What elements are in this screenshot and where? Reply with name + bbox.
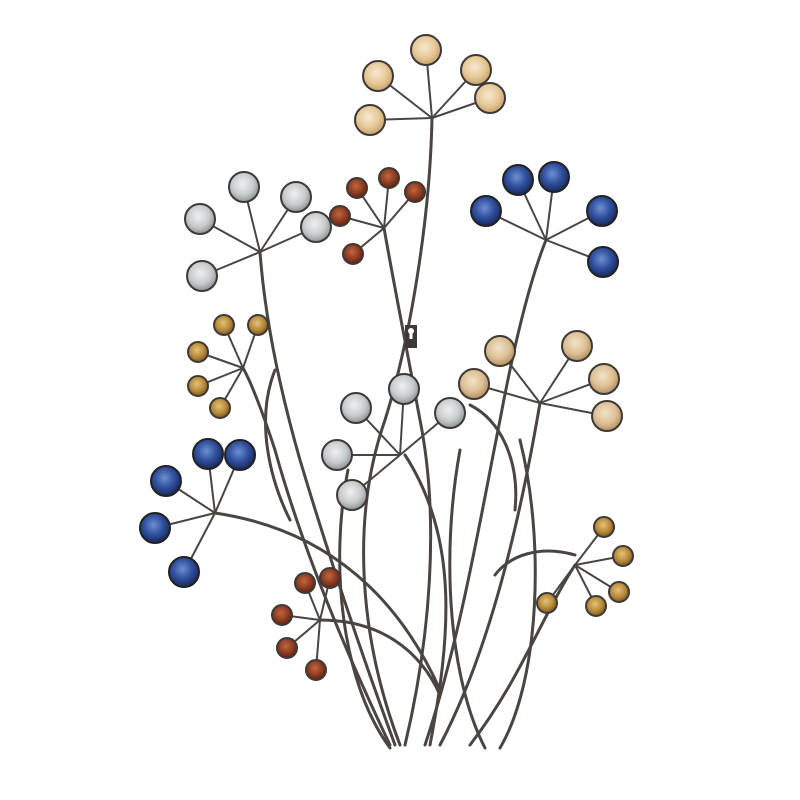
glass-bead (300, 211, 332, 243)
glass-bead (336, 479, 368, 511)
flower-cream-top (354, 34, 506, 136)
glass-bead (458, 368, 490, 400)
glass-bead (502, 164, 534, 196)
glass-bead (342, 243, 364, 265)
flower-rust-lower-left (271, 567, 341, 681)
glass-bead (410, 34, 442, 66)
glass-bead (536, 592, 558, 614)
flower-tan-right (458, 330, 623, 432)
glass-bead (593, 516, 615, 538)
glass-bead (247, 314, 269, 336)
glass-bead (434, 397, 466, 429)
glass-bead (187, 341, 209, 363)
glass-bead (213, 314, 235, 336)
glass-bead (150, 465, 182, 497)
glass-bead (228, 171, 260, 203)
glass-bead (305, 659, 327, 681)
glass-bead (186, 260, 218, 292)
glass-bead (362, 60, 394, 92)
glass-bead (538, 161, 570, 193)
flower-blue-lower-left (139, 438, 256, 588)
glass-bead (378, 167, 400, 189)
glass-bead (321, 439, 353, 471)
glass-bead (276, 637, 298, 659)
glass-bead (209, 397, 231, 419)
glass-bead (608, 581, 630, 603)
glass-bead (187, 375, 209, 397)
glass-bead (470, 195, 502, 227)
flower-amber-left (187, 314, 269, 419)
flower-silver-center (321, 373, 466, 511)
glass-bead (184, 203, 216, 235)
glass-bead (329, 205, 351, 227)
glass-bead (474, 82, 506, 114)
glass-bead (168, 556, 200, 588)
glass-bead (319, 567, 341, 589)
glass-bead (588, 363, 620, 395)
glass-bead (139, 512, 171, 544)
flower-blue-upper-right (470, 161, 619, 278)
glass-bead (561, 330, 593, 362)
glass-bead (346, 177, 368, 199)
glass-bead (388, 373, 420, 405)
glass-bead (224, 439, 256, 471)
glass-bead (280, 181, 312, 213)
glass-bead (586, 195, 618, 227)
flower-silver-upper-left (184, 171, 332, 292)
glass-bead (192, 438, 224, 470)
glass-bead (340, 392, 372, 424)
glass-bead (460, 54, 492, 86)
glass-bead (612, 545, 634, 567)
hanging-bracket (405, 325, 417, 348)
metal-stems (213, 116, 577, 750)
glass-bead (591, 400, 623, 432)
flower-rust-upper (329, 167, 426, 265)
glass-bead (587, 246, 619, 278)
glass-bead (404, 181, 426, 203)
glass-bead (354, 104, 386, 136)
glass-bead (294, 572, 316, 594)
glass-bead (585, 595, 607, 617)
flower-amber-lower-right (536, 516, 634, 617)
glass-bead (271, 604, 293, 626)
glass-bead (484, 335, 516, 367)
